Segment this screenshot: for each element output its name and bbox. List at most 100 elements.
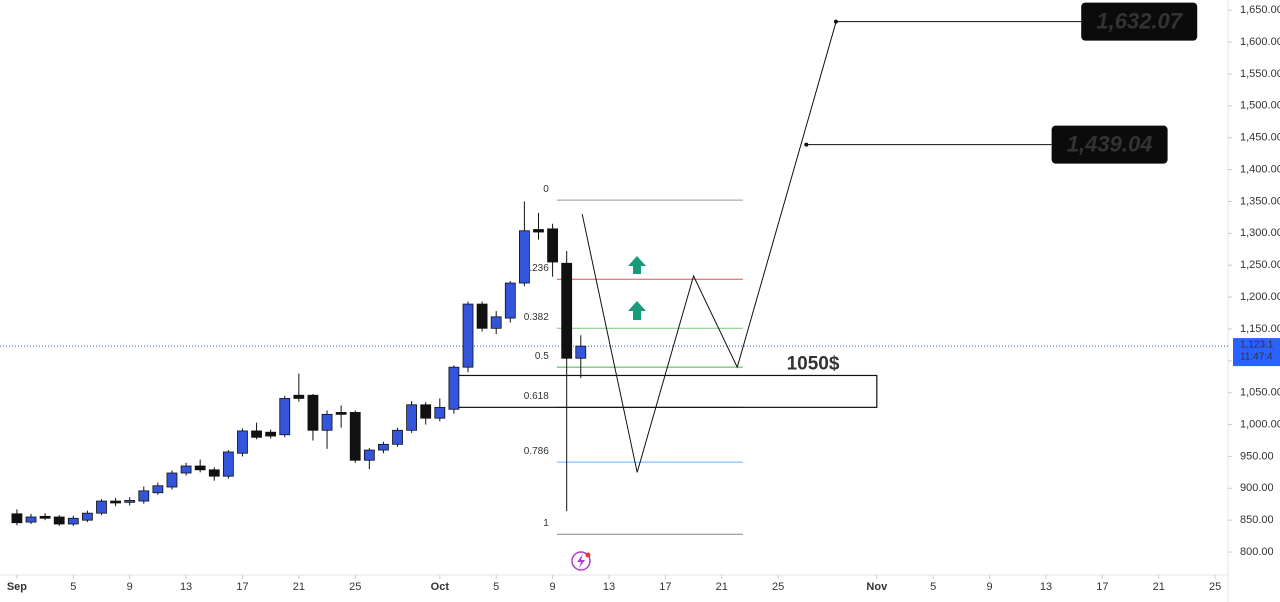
y-tick-label: 1,650.00 [1240, 4, 1280, 16]
target-label: 1,632.07 [1096, 8, 1183, 33]
support-zone [453, 374, 878, 408]
up-arrow [628, 256, 646, 274]
x-tick-label: 21 [1153, 581, 1165, 593]
candle-body [96, 500, 107, 514]
x-tick-label: 25 [349, 581, 361, 593]
candle-body [53, 516, 65, 525]
candle-body [194, 465, 206, 471]
candle-body [349, 412, 361, 461]
countdown-label: 11:47:4 [1240, 352, 1273, 363]
candle-body [462, 303, 474, 368]
zone-label: 1050$ [787, 353, 840, 374]
candle-body [420, 404, 432, 419]
candle-body [25, 516, 37, 523]
x-tick-label: 13 [180, 581, 192, 593]
y-tick-label: 1,050.00 [1240, 387, 1280, 399]
target-badge [1051, 125, 1168, 164]
projection-path [581, 22, 837, 473]
last-price-badge [1233, 338, 1280, 367]
x-tick-label: 5 [70, 581, 76, 593]
y-tick-label: 1,250.00 [1240, 259, 1280, 271]
fib-label: 0.236 [524, 263, 549, 274]
x-tick-label: 5 [493, 581, 499, 593]
candle-body [265, 431, 277, 437]
y-tick-label: 1,300.00 [1240, 227, 1280, 239]
candle-body [124, 500, 136, 503]
candle-body [448, 366, 460, 410]
fib-label: 0.618 [524, 391, 549, 402]
candle-body [279, 398, 291, 436]
target-label: 1,439.04 [1067, 131, 1153, 156]
x-tick-label: 13 [1040, 581, 1052, 593]
candle-body [208, 469, 220, 477]
candle-body [166, 472, 178, 488]
candle-body [307, 394, 319, 431]
candle-body [476, 303, 488, 329]
y-tick-label: 1,550.00 [1240, 68, 1280, 80]
candle-body [561, 262, 573, 359]
y-tick-label: 900.00 [1240, 482, 1274, 494]
fib-label: 0.382 [524, 312, 549, 323]
candle-body [321, 413, 333, 431]
x-tick-label: Oct [431, 581, 450, 593]
x-tick-label: 17 [1096, 581, 1108, 593]
target-dot [833, 19, 838, 24]
x-tick-label: 13 [603, 581, 615, 593]
candle-body [39, 515, 51, 519]
y-tick-label: 1,450.00 [1240, 132, 1280, 144]
x-tick-label: 25 [772, 581, 784, 593]
x-tick-label: 9 [127, 581, 133, 593]
target-dot [804, 142, 809, 147]
candle-body [81, 512, 93, 521]
x-tick-label: Nov [866, 581, 888, 593]
candle-body [152, 485, 164, 494]
candle-body [251, 430, 262, 438]
candle-body [533, 229, 544, 233]
candle-body [11, 513, 23, 524]
y-tick-label: 1,400.00 [1240, 163, 1280, 175]
candle-body [434, 406, 446, 419]
y-tick-label: 1,350.00 [1240, 195, 1280, 207]
last-price-label: 1,123.1 [1240, 340, 1274, 351]
fib-label: 0 [543, 184, 549, 195]
candle-body [518, 230, 530, 284]
y-tick-label: 800.00 [1240, 546, 1274, 558]
y-tick-label: 1,150.00 [1240, 323, 1280, 335]
candle-body [138, 490, 150, 502]
y-tick-label: 950.00 [1240, 450, 1274, 462]
y-tick-label: 850.00 [1240, 514, 1274, 526]
x-tick-label: 17 [659, 581, 671, 593]
candle-body [392, 429, 403, 445]
y-tick-label: 1,000.00 [1240, 418, 1280, 430]
x-tick-label: 9 [987, 581, 993, 593]
candle-body [67, 517, 79, 525]
candle-body [237, 430, 248, 454]
alert-icon [571, 551, 591, 571]
candle-body [490, 316, 502, 329]
y-tick-label: 1,600.00 [1240, 36, 1280, 48]
x-tick-label: 25 [1209, 581, 1221, 593]
x-tick-label: 9 [550, 581, 556, 593]
candle-body [406, 404, 418, 431]
candle-body [378, 443, 389, 451]
x-tick-label: 21 [293, 581, 305, 593]
up-arrow [628, 301, 646, 320]
fib-label: 1 [543, 518, 549, 529]
y-tick-label: 1,500.00 [1240, 100, 1280, 112]
candle-body [547, 228, 558, 263]
candle-body [335, 412, 347, 415]
fib-label: 0.786 [524, 446, 549, 457]
candle-body [504, 282, 516, 319]
candle-body [180, 465, 192, 474]
y-tick-label: 1,200.00 [1240, 291, 1280, 303]
candle-body [110, 500, 121, 504]
candle-body [222, 451, 234, 477]
target-badge [1081, 2, 1198, 41]
x-tick-label: 5 [930, 581, 936, 593]
candle-body [575, 345, 587, 359]
x-tick-label: 21 [716, 581, 728, 593]
candle-body [363, 449, 375, 461]
x-tick-label: Sep [7, 581, 27, 593]
